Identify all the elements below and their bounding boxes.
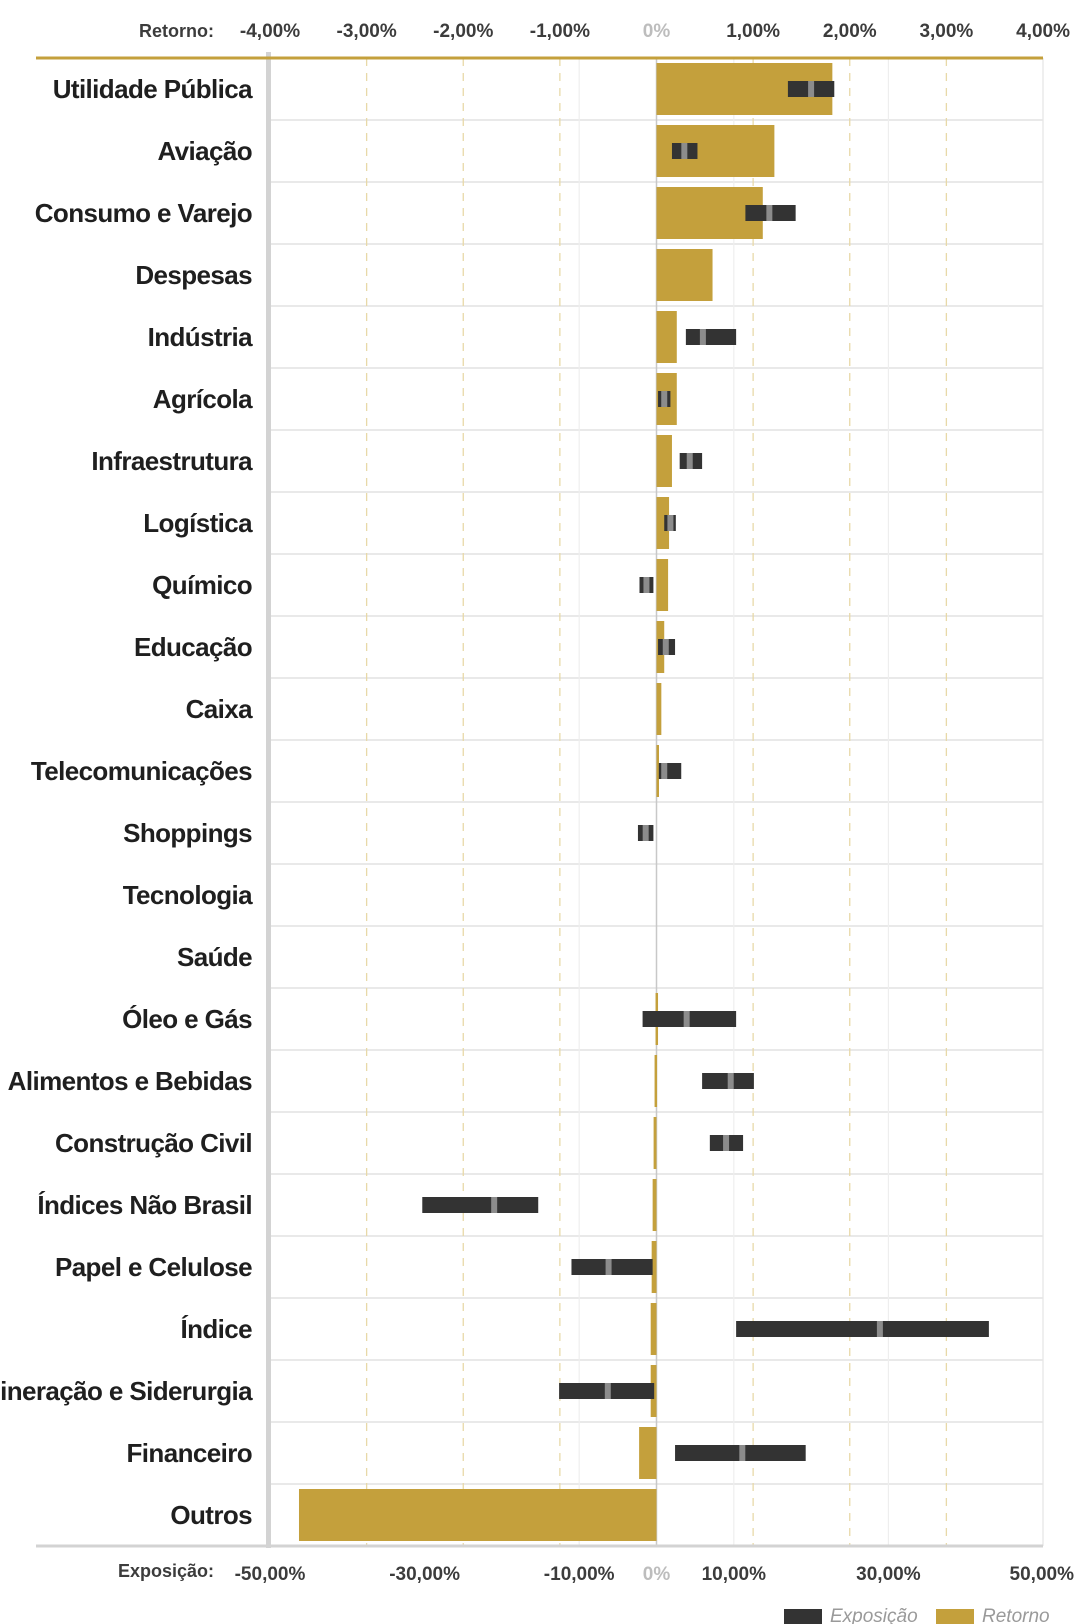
exposicao-marker: [739, 1445, 746, 1461]
category-label: Óleo e Gás: [122, 1004, 252, 1034]
category-label: Financeiro: [127, 1438, 252, 1468]
exposicao-marker: [642, 825, 649, 841]
exposicao-marker: [643, 577, 650, 593]
exposicao-bar: [571, 1259, 653, 1275]
category-label: Índices Não Brasil: [37, 1190, 252, 1220]
category-label: Utilidade Pública: [53, 74, 253, 104]
retorno-bar: [298, 1489, 657, 1541]
top-tick-label: 3,00%: [919, 21, 973, 42]
exposicao-marker: [699, 329, 706, 345]
exposicao-marker: [683, 1011, 690, 1027]
retorno-bar: [650, 1303, 657, 1355]
exposicao-bar: [685, 329, 737, 345]
top-axis-caption: Retorno:: [139, 21, 214, 41]
category-label: Outros: [170, 1500, 252, 1530]
exposicao-bar: [422, 1197, 539, 1213]
left-axis-bar: [266, 52, 271, 1548]
bottom-tick-label: -10,00%: [544, 1564, 615, 1585]
category-label: Agrícola: [153, 384, 253, 414]
exposicao-marker: [808, 81, 815, 97]
category-label: Infraestrutura: [91, 446, 253, 476]
legend-swatch-retorno: [936, 1609, 974, 1624]
category-label: Alimentos e Bebidas: [8, 1066, 252, 1096]
bottom-tick-label: 0%: [643, 1564, 671, 1585]
category-label: Químico: [152, 570, 252, 600]
bottom-tick-label: 10,00%: [702, 1564, 767, 1585]
exposicao-marker: [686, 453, 693, 469]
retorno-bar: [656, 311, 677, 363]
bottom-tick-label: -50,00%: [235, 1564, 306, 1585]
retorno-bar: [654, 1055, 658, 1107]
bottom-tick-label: 30,00%: [856, 1564, 921, 1585]
category-label: Construção Civil: [55, 1128, 252, 1158]
exposicao-marker: [661, 391, 668, 407]
category-label: Aviação: [157, 136, 252, 166]
legend-swatch-exposicao: [784, 1609, 822, 1624]
bottom-tick-label: 50,00%: [1010, 1564, 1074, 1585]
category-label: Logística: [143, 508, 253, 538]
exposicao-marker: [662, 639, 669, 655]
retorno-bar: [656, 187, 763, 239]
exposicao-marker: [661, 763, 668, 779]
category-label: Saúde: [177, 942, 252, 972]
category-label: Educação: [134, 632, 252, 662]
top-tick-label: -4,00%: [240, 21, 300, 42]
exposicao-marker: [723, 1135, 730, 1151]
retorno-bar: [639, 1427, 657, 1479]
top-tick-label: 2,00%: [823, 21, 877, 42]
retorno-bar: [653, 1117, 657, 1169]
exposicao-marker: [727, 1073, 734, 1089]
exposicao-marker: [667, 515, 674, 531]
retorno-bar: [656, 559, 669, 611]
exposicao-marker: [605, 1259, 612, 1275]
top-tick-label: -1,00%: [530, 21, 590, 42]
retorno-bar: [656, 497, 670, 549]
exposicao-marker: [681, 143, 688, 159]
bottom-axis-caption: Exposição:: [118, 1561, 214, 1581]
category-label: Papel e Celulose: [55, 1252, 252, 1282]
category-label: Indústria: [148, 322, 254, 352]
exposicao-marker: [604, 1383, 611, 1399]
category-label: Índice: [180, 1314, 252, 1344]
bottom-tick-label: -30,00%: [389, 1564, 460, 1585]
exposicao-marker: [491, 1197, 498, 1213]
exposicao-bar: [736, 1321, 989, 1337]
category-label: Despesas: [135, 260, 252, 290]
retorno-bar: [656, 435, 672, 487]
category-label: Consumo e Varejo: [35, 198, 252, 228]
retorno-bar: [652, 1179, 657, 1231]
top-tick-label: 4,00%: [1016, 21, 1070, 42]
legend-label-retorno: Retorno: [982, 1606, 1050, 1624]
top-tick-label: -3,00%: [337, 21, 397, 42]
category-label: Mineração e Siderurgia: [0, 1376, 253, 1406]
exposicao-marker: [876, 1321, 883, 1337]
retorno-bar: [656, 683, 662, 735]
category-label: Caixa: [186, 694, 254, 724]
retorno-bar: [656, 745, 659, 797]
top-tick-label: -2,00%: [433, 21, 493, 42]
exposicao-marker: [766, 205, 773, 221]
top-tick-label: 1,00%: [726, 21, 780, 42]
category-label: Telecomunicações: [31, 756, 252, 786]
top-tick-label: 0%: [643, 21, 671, 42]
category-label: Tecnologia: [123, 880, 253, 910]
retorno-bar: [656, 249, 713, 301]
category-label: Shoppings: [123, 818, 252, 848]
retorno-bar: [651, 1241, 657, 1293]
legend-label-exposicao: Exposição: [830, 1606, 918, 1624]
